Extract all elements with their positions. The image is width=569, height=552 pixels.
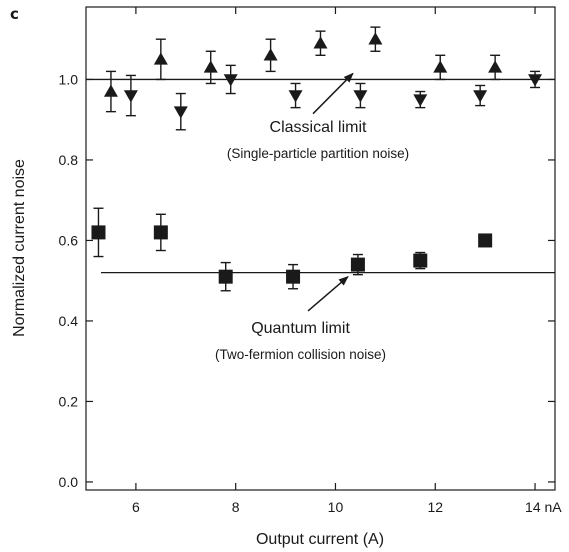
series-square [91,207,493,292]
x-axis: 6 8 10 12 14 nA [132,7,562,515]
y-tick-label: 0.0 [59,474,79,490]
y-tick-label: 0.8 [59,152,79,168]
x-tick-label: 8 [232,499,240,515]
x-tick-label: 6 [132,499,140,515]
triangle-up-point [313,36,328,49]
y-tick-label: 0.2 [59,393,79,409]
triangle-down-point [123,90,138,103]
triangle-up-point [153,52,168,65]
triangle-up-point [488,60,503,73]
triangle-up-point [263,48,278,61]
series-triangle-up [103,26,503,113]
panel-label: c [10,5,19,23]
annotation-subtitle: (Two-fermion collision noise) [215,347,386,362]
annotation-title: Classical limit [270,119,367,136]
x-axis-label: Output current (A) [256,531,384,548]
triangle-down-point [353,90,368,103]
x-tick-label: 12 [427,499,443,515]
annotation-title: Quantum limit [251,320,350,337]
triangle-up-point [433,60,448,73]
y-tick-label: 1.0 [59,71,79,87]
data-series [91,26,543,292]
square-point [153,225,168,240]
square-point [413,253,428,268]
annotation-subtitle: (Single-particle partition noise) [227,146,409,161]
x-tick-label: 10 [328,499,344,515]
triangle-down-point [288,90,303,103]
triangle-up-point [103,84,118,97]
y-tick-label: 0.6 [59,232,79,248]
annotations: Classical limit (Single-particle partitio… [215,72,409,362]
plot-frame [85,6,556,491]
annotation: Quantum limit (Two-fermion collision nois… [215,276,386,362]
series-triangle-down [123,64,543,131]
triangle-up-point [203,60,218,73]
square-point [218,269,233,284]
arrow-icon [307,276,349,312]
arrow-icon [312,72,354,115]
y-tick-label: 0.4 [59,313,79,329]
x-tick-label: 14 nA [525,499,562,515]
square-point [91,225,106,240]
triangle-up-point [368,32,383,45]
annotation: Classical limit (Single-particle partitio… [227,72,409,161]
triangle-down-point [173,106,188,119]
square-point [286,269,301,284]
triangle-down-point [473,90,488,103]
square-point [478,233,493,248]
square-point [350,257,365,272]
y-axis: 0.0 0.2 0.4 0.6 0.8 1.0 [59,71,555,490]
triangle-down-point [223,74,238,87]
triangle-down-point [413,94,428,107]
y-axis-label: Normalized current noise [11,159,28,337]
triangle-down-point [528,74,543,87]
